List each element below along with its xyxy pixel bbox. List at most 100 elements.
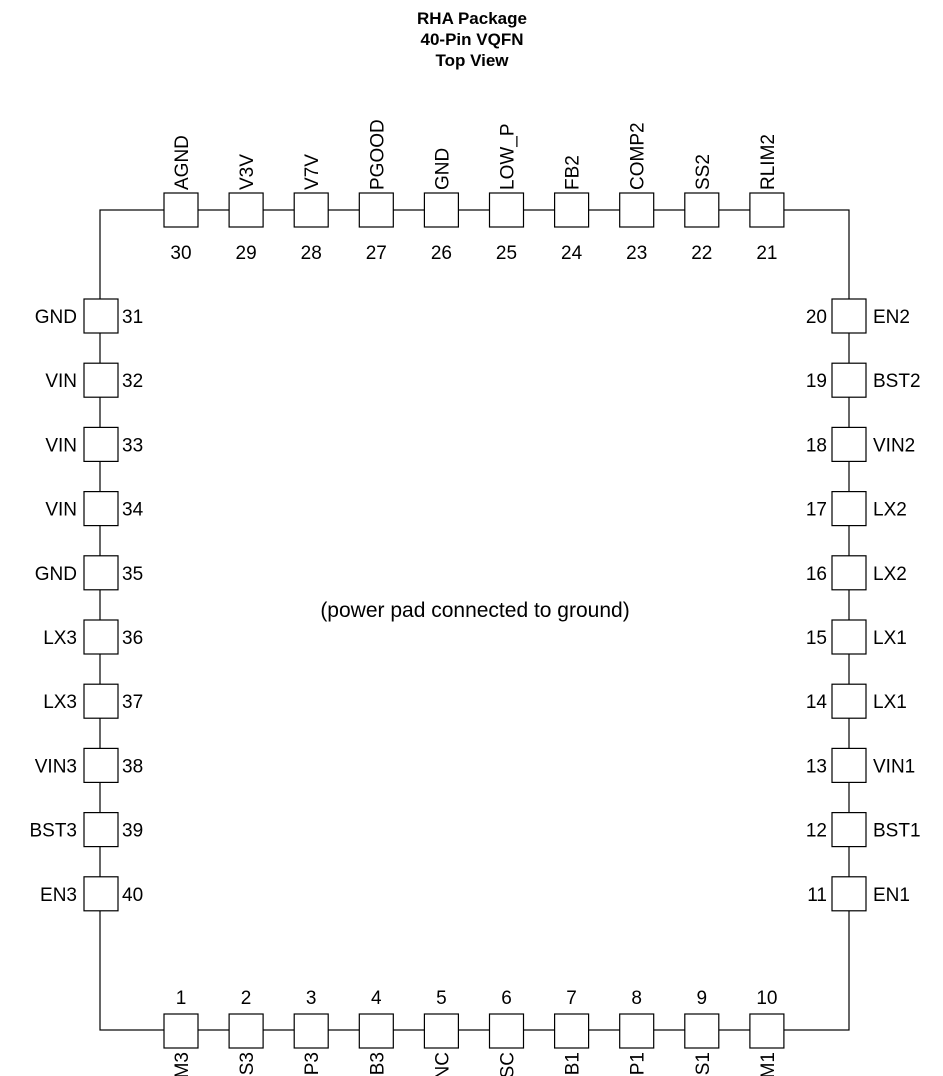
pin-name: BST2 <box>873 371 921 392</box>
pin-number: 1 <box>176 988 187 1009</box>
pin-name: CMP3 <box>302 1052 323 1076</box>
pin-pad <box>83 298 119 334</box>
pin-name: LX1 <box>873 692 907 713</box>
pin-name: COMP2 <box>628 122 649 190</box>
pin-pad <box>488 192 525 228</box>
pin-pad <box>358 1013 394 1049</box>
pin-number: 10 <box>756 988 777 1009</box>
pin-name: EN3 <box>40 885 77 906</box>
pin-pad <box>831 362 867 398</box>
pin-pad <box>831 298 867 334</box>
pin-name: VIN <box>45 435 77 456</box>
pin-pad <box>831 811 867 848</box>
pin-number: 5 <box>436 988 447 1009</box>
pin-number: 40 <box>122 885 143 906</box>
pin-number: 12 <box>806 821 827 842</box>
pin-number: 16 <box>806 564 827 585</box>
pin-number: 27 <box>366 243 387 264</box>
pin-number: 14 <box>806 692 828 713</box>
pin-number: 13 <box>806 756 827 777</box>
pin-pad <box>831 747 867 784</box>
pin-pad <box>228 192 264 228</box>
pin-name: VIN3 <box>35 756 77 777</box>
pin-name: V7V <box>302 154 323 190</box>
pin-number: 21 <box>756 243 777 264</box>
pin-name: LX2 <box>873 564 907 585</box>
pin-name: SS3 <box>237 1052 258 1076</box>
pin-name: AGND <box>172 135 193 190</box>
title-line-1: RHA Package <box>417 9 527 28</box>
pin-pad <box>831 491 867 527</box>
pins-group: 30 AGND 29 V3V 28 V7V 27 PGOOD 26 GND 2 5 LOW_P 24 FB2… <box>29 119 920 1076</box>
pin-number: 36 <box>122 628 143 649</box>
pin-number: 33 <box>122 435 143 456</box>
pin-name: VIN <box>45 371 77 392</box>
pin-pad <box>831 876 867 912</box>
pin-number: 31 <box>122 307 143 328</box>
pin-pad <box>619 192 655 228</box>
pin-number: 32 <box>122 371 143 392</box>
pin-name: BST3 <box>29 821 77 842</box>
pin-number: 26 <box>431 243 452 264</box>
pin-name: RLIM2 <box>758 134 779 190</box>
pin-name: FB2 <box>563 155 584 190</box>
pin-pad <box>749 1013 785 1049</box>
pin-number: 17 <box>806 500 827 521</box>
pin-number: 30 <box>170 243 191 264</box>
pin-pad <box>228 1013 264 1049</box>
pin-pad <box>83 491 119 527</box>
pin-pad <box>488 1013 525 1049</box>
pin-name: LX1 <box>873 628 907 649</box>
pin-number: 7 <box>566 988 577 1009</box>
pin-name: LOW_P <box>498 123 519 190</box>
pin-number: 37 <box>122 692 143 713</box>
pin-pad <box>83 876 119 912</box>
pin-name: CMP1 <box>628 1052 649 1076</box>
pin-pad <box>831 683 867 719</box>
pin-pad <box>423 1013 459 1049</box>
pin-number: 24 <box>561 243 583 264</box>
pin-name: VIN <box>45 500 77 521</box>
title-line-2: 40-Pin VQFN <box>421 30 524 49</box>
pin-name: LX2 <box>873 500 907 521</box>
pin-name: EN2 <box>873 307 910 328</box>
pin-name: PGOOD <box>367 119 388 190</box>
pin-pad <box>358 192 394 228</box>
pin-number: 8 <box>631 988 642 1009</box>
pin-number: 6 <box>501 988 512 1009</box>
pin-pad <box>83 811 119 848</box>
pin-pad <box>293 1013 329 1049</box>
pin-number: 23 <box>626 243 647 264</box>
title-line-3: Top View <box>435 51 509 70</box>
pin-number: 29 <box>236 243 257 264</box>
pin-pad <box>423 192 459 228</box>
pin-pad <box>684 1013 720 1049</box>
pin-number: 28 <box>301 243 322 264</box>
pin-pad <box>83 362 119 398</box>
pin-pad <box>83 555 119 591</box>
pin-pad <box>553 1013 590 1049</box>
pin-pad <box>83 426 119 462</box>
pin-number: 20 <box>806 307 827 328</box>
pin-name: EN1 <box>873 885 910 906</box>
pin-pad <box>293 192 329 228</box>
pin-pad <box>831 555 867 591</box>
pin-number: 9 <box>697 988 708 1009</box>
pin-number: 2 <box>241 988 252 1009</box>
pin-name: V3V <box>237 154 258 190</box>
pin-name: LX3 <box>43 628 77 649</box>
pin-pad <box>684 192 720 228</box>
pin-number: 4 <box>371 988 382 1009</box>
pin-number: 22 <box>691 243 712 264</box>
pin-number: 19 <box>806 371 827 392</box>
pin-name: FB1 <box>563 1052 584 1076</box>
pin-name: FB3 <box>367 1052 388 1076</box>
power-pad-note: (power pad connected to ground) <box>320 599 629 622</box>
pin-pad <box>163 192 199 228</box>
pin-name: VIN2 <box>873 435 915 456</box>
pin-name: SS1 <box>693 1052 714 1076</box>
pin-name: GND <box>35 307 77 328</box>
pin-pad <box>83 747 119 784</box>
pin-name: LX3 <box>43 692 77 713</box>
pin-pad <box>831 426 867 462</box>
